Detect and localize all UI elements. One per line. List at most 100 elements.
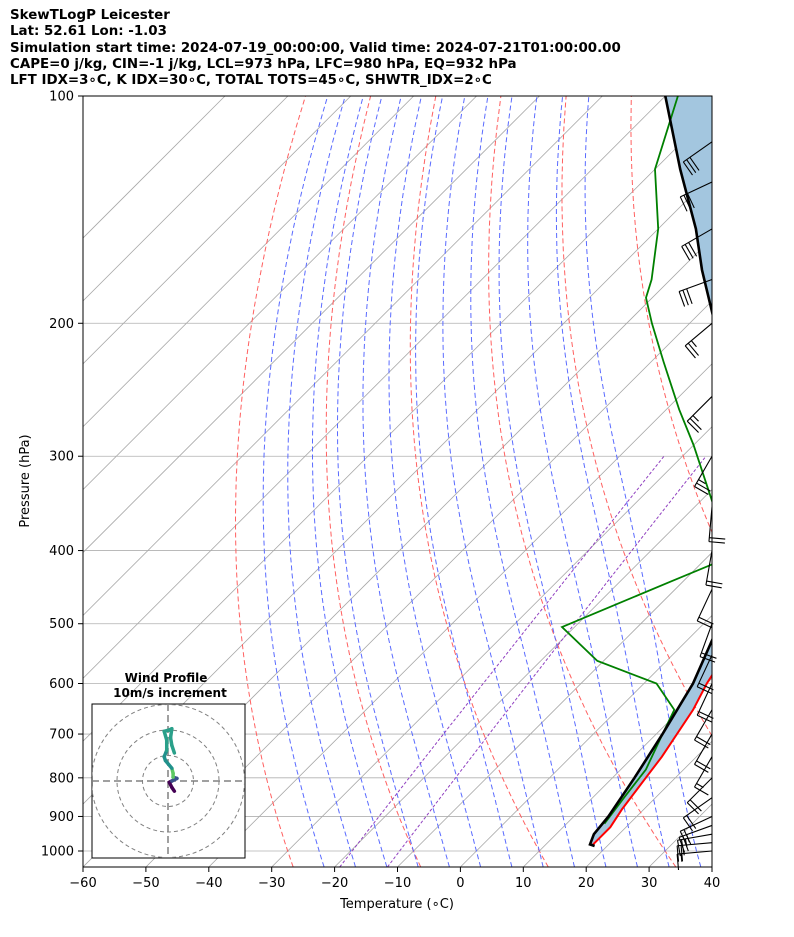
dry-adiabat — [762, 96, 794, 867]
wind-barb-flag — [696, 760, 711, 770]
wind-barb — [679, 181, 713, 212]
moist-adiabat — [362, 96, 450, 867]
y-tick-label: 600 — [49, 677, 74, 692]
temperature-line — [592, 673, 712, 846]
dry-adiabat — [235, 96, 306, 867]
parcel-path-line — [588, 96, 712, 848]
moist-adiabat — [388, 96, 482, 867]
moist-adiabat — [262, 96, 329, 867]
moist-adiabat — [584, 96, 702, 867]
wind-barb — [684, 322, 713, 359]
wind-barb-flag — [688, 242, 698, 257]
wind-barb-flag — [706, 580, 723, 585]
wind-barb-staff — [680, 815, 713, 832]
isotherm-line — [83, 96, 540, 554]
moist-adiabat — [312, 96, 388, 867]
wind-barb-flag — [682, 817, 693, 832]
wind-barb — [694, 756, 713, 796]
wind-barb-staff — [694, 455, 713, 487]
moist-adiabat — [415, 96, 513, 867]
wind-barb-flag — [683, 194, 692, 210]
dry-adiabat — [325, 96, 422, 867]
x-tick-label: 0 — [456, 876, 464, 891]
wind-barb — [681, 228, 713, 261]
dry-adiabat — [409, 96, 549, 867]
isotherm-line — [397, 551, 712, 867]
y-ticks: 1000 900 800 700 600 500 400 300 200 100 — [41, 90, 83, 860]
wind-barb-staff — [694, 756, 713, 788]
y-tick-label: 200 — [49, 317, 74, 332]
wind-barb-flag — [698, 711, 714, 719]
moist-adiabat — [555, 96, 670, 867]
wind-barb-flag — [698, 682, 714, 691]
wind-barb-flag — [679, 831, 688, 846]
wind-barb-flag — [696, 714, 712, 723]
wind-barb-flag — [690, 340, 697, 348]
wind-barb — [694, 455, 713, 496]
wind-barb-flag — [694, 763, 709, 773]
wind-barb-staff — [680, 181, 713, 198]
x-axis-label: Temperature (∘C) — [339, 897, 454, 912]
x-tick-label: 30 — [641, 876, 658, 891]
y-tick-label: 400 — [49, 544, 74, 559]
wind-barb-flag — [684, 345, 696, 359]
hodograph-segment — [170, 743, 177, 755]
y-tick-label: 800 — [49, 771, 74, 786]
isotherm-line — [83, 96, 477, 491]
isotherm-line — [83, 96, 666, 679]
wind-barb-staff — [696, 588, 713, 622]
location-line: Lat: 52.61 Lon: -1.03 — [10, 24, 167, 40]
moist-adiabat — [498, 96, 607, 867]
wind-barb-flag — [676, 840, 681, 857]
wind-barbs — [676, 141, 726, 871]
title-block: SkewTLogP Leicester Lat: 52.61 Lon: -1.0… — [10, 8, 780, 89]
chart-title: SkewTLogP Leicester — [10, 8, 170, 23]
x-tick-label: −10 — [384, 876, 411, 891]
wind-barb-staff — [684, 322, 713, 347]
wind-barb — [682, 141, 713, 176]
background-lines — [83, 96, 794, 867]
moist-adiabat — [287, 96, 356, 867]
wind-barb-flag — [687, 193, 695, 209]
isotherm-line — [523, 677, 712, 867]
wind-barb-flag — [680, 853, 683, 862]
wind-barb-flag — [689, 417, 702, 431]
moist-adiabat — [470, 96, 575, 867]
parcel-area-shading — [590, 96, 712, 846]
x-ticks: −60 −50 −40 −30 −20 −10 0 10 20 30 40 — [69, 867, 720, 891]
x-tick-label: −60 — [69, 876, 96, 891]
indices-line: LFT IDX=3∘C, K IDX=30∘C, TOTAL TOTS=45∘C… — [10, 73, 492, 89]
wind-barb-flag — [701, 652, 717, 659]
x-tick-label: 20 — [578, 876, 595, 891]
y-tick-label: 500 — [49, 617, 74, 632]
x-tick-label: −40 — [195, 876, 222, 891]
wind-barb-staff — [686, 396, 713, 422]
y-tick-label: 700 — [49, 728, 74, 743]
wind-barb — [708, 506, 726, 544]
y-tick-label: 300 — [49, 450, 74, 465]
wind-barb-flag — [694, 786, 709, 796]
isotherm-line — [208, 363, 712, 867]
wind-barb-flag — [696, 686, 712, 694]
wind-barb — [676, 833, 713, 857]
wind-barb-staff — [694, 733, 713, 765]
isotherm-line — [711, 866, 712, 867]
wind-barb-staff — [677, 833, 713, 841]
wind-barb-flag — [686, 288, 693, 304]
wind-barb-flag — [683, 829, 692, 845]
mixing-ratio-line — [387, 455, 707, 867]
isotherm-line — [83, 96, 603, 616]
wind-barb-flag — [705, 584, 722, 589]
isotherm-line — [460, 614, 712, 867]
wind-barb — [696, 588, 714, 629]
wind-barb — [694, 733, 713, 773]
isotherm-line — [83, 96, 414, 428]
wind-barb-flag — [694, 739, 709, 749]
wind-barb — [678, 278, 713, 307]
isotherm-line — [271, 426, 712, 867]
wind-barb-flag — [686, 420, 699, 433]
hodograph-inset: Wind Profile 10m/s increment — [91, 671, 246, 859]
wind-barb-flag — [679, 196, 688, 212]
wind-barb — [705, 550, 723, 589]
moist-adiabat — [337, 96, 419, 867]
